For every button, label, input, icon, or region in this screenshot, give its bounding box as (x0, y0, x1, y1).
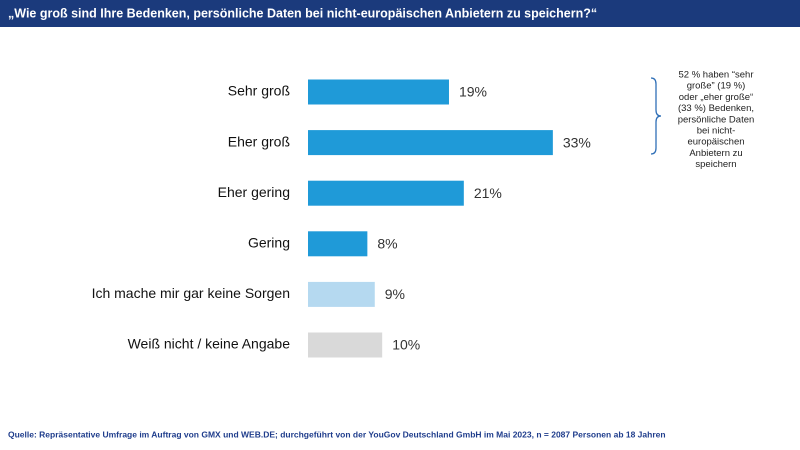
bar (308, 79, 449, 105)
bracket (650, 77, 662, 155)
annotation-line: (33 %) Bedenken, (678, 103, 754, 114)
bar (308, 231, 368, 257)
header-bar (0, 0, 800, 27)
value-label: 33% (563, 134, 591, 150)
category-label: Ich mache mir gar keine Sorgen (92, 285, 290, 301)
category-label: Weiß nicht / keine Angabe (128, 336, 291, 352)
bar (308, 332, 383, 358)
value-label: 8% (377, 236, 397, 252)
annotation-line: 52 % haben “sehr (679, 70, 754, 81)
bar (308, 281, 375, 307)
annotation-line: persönliche Daten (678, 114, 755, 125)
bar (308, 130, 553, 156)
annotation-line: Anbietern zu (689, 148, 742, 159)
annotation-line: oder „eher große“ (679, 92, 753, 103)
category-label: Sehr groß (228, 83, 290, 99)
annotation-line: bei nicht- (697, 126, 736, 137)
value-label: 10% (392, 337, 420, 353)
category-label: Gering (248, 235, 290, 251)
category-label: Eher groß (228, 133, 290, 149)
value-label: 9% (385, 286, 405, 302)
source: Quelle: Repräsentative Umfrage im Auftra… (8, 429, 666, 439)
annotation-line: große” (19 %) (687, 81, 746, 92)
annotation-line: europäischen (687, 137, 744, 148)
category-label: Eher gering (218, 184, 290, 200)
value-label: 19% (459, 84, 487, 100)
annotation-line: speichern (695, 159, 736, 170)
bar (308, 180, 464, 206)
value-label: 21% (474, 185, 502, 201)
chart-title: „Wie groß sind Ihre Bedenken, persönlich… (8, 6, 597, 20)
